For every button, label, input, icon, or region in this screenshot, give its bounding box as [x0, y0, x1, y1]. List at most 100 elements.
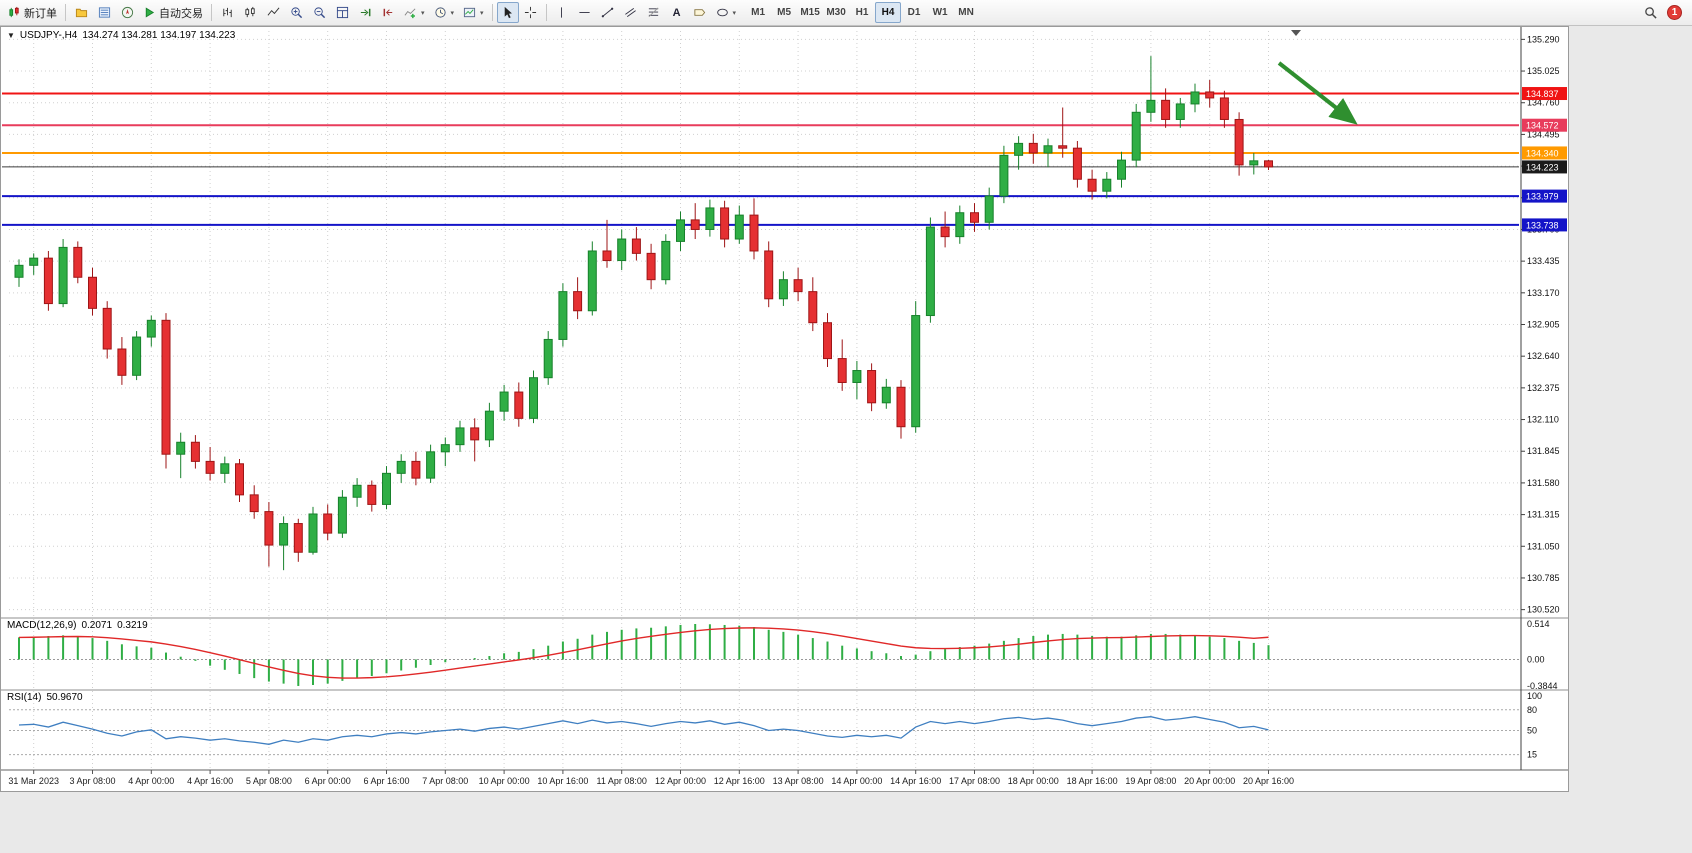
trendline-button[interactable]: [597, 2, 619, 23]
svg-text:131.050: 131.050: [1527, 541, 1560, 551]
trendline-icon: [601, 7, 614, 18]
notification-badge[interactable]: 1: [1667, 5, 1682, 20]
svg-text:130.785: 130.785: [1527, 573, 1560, 583]
ohlc-readout: 134.274 134.281 134.197 134.223: [82, 30, 236, 41]
timeframe-mn-button[interactable]: MN: [953, 2, 979, 23]
new-order-button[interactable]: 新订单: [4, 2, 61, 23]
chart-shift-button[interactable]: [377, 2, 399, 23]
zoom-in-button[interactable]: [285, 2, 307, 23]
horizontal-line-button[interactable]: [574, 2, 596, 23]
svg-text:132.375: 132.375: [1527, 383, 1560, 393]
periods-button[interactable]: ▾: [430, 2, 459, 23]
new-order-label: 新订单: [24, 7, 57, 20]
candlestick-chart-button[interactable]: [239, 2, 261, 23]
timeframe-m1-button[interactable]: M1: [745, 2, 771, 23]
svg-text:10 Apr 16:00: 10 Apr 16:00: [537, 776, 588, 786]
svg-text:19 Apr 08:00: 19 Apr 08:00: [1125, 776, 1176, 786]
svg-text:132.110: 132.110: [1527, 415, 1559, 425]
text-label-icon: [694, 9, 706, 16]
fibonacci-button[interactable]: [643, 2, 665, 23]
auto-scroll-button[interactable]: [354, 2, 376, 23]
candlestick-chart-icon: [244, 6, 255, 18]
svg-text:10 Apr 00:00: 10 Apr 00:00: [479, 776, 530, 786]
shapes-button[interactable]: ▾: [712, 2, 741, 23]
symbol-period-label: USDJPY-,H4: [19, 30, 78, 41]
rsi-value: 50.9670: [46, 692, 83, 703]
line-chart-button[interactable]: [262, 2, 284, 23]
svg-text:20 Apr 16:00: 20 Apr 16:00: [1243, 776, 1294, 786]
timeframe-m5-button[interactable]: M5: [771, 2, 797, 23]
indicators-icon: [404, 8, 416, 19]
svg-text:133.738: 133.738: [1526, 220, 1559, 230]
autotrading-label: 自动交易: [159, 7, 203, 20]
navigator-button[interactable]: [116, 2, 138, 23]
search-icon: [1644, 7, 1657, 19]
svg-text:7 Apr 08:00: 7 Apr 08:00: [422, 776, 468, 786]
rsi-header: RSI(14) 50.9670: [7, 692, 88, 703]
text-label-button[interactable]: [689, 2, 711, 23]
timeframe-h4-button[interactable]: H4: [875, 2, 902, 23]
chart-profiles-button[interactable]: [70, 2, 92, 23]
svg-text:18 Apr 16:00: 18 Apr 16:00: [1067, 776, 1118, 786]
shapes-ellipse-icon: [716, 8, 728, 17]
price-badge-133.738: [1522, 218, 1567, 232]
svg-text:20 Apr 00:00: 20 Apr 00:00: [1184, 776, 1235, 786]
timeframe-d1-button[interactable]: D1: [901, 2, 927, 23]
svg-text:0.00: 0.00: [1527, 654, 1545, 664]
crosshair-button[interactable]: [520, 2, 542, 23]
chart-shift-icon: [383, 8, 392, 17]
vertical-line-icon: [561, 7, 563, 18]
price-scale[interactable]: 135.290135.025134.760134.495134.230133.9…: [1520, 27, 1567, 770]
chart-window[interactable]: 135.290135.025134.760134.495134.230133.9…: [0, 26, 1569, 792]
text-tool-icon: A: [672, 6, 681, 19]
macd-label: MACD(12,26,9): [7, 620, 77, 631]
svg-text:80: 80: [1527, 705, 1537, 715]
templates-button[interactable]: ▾: [459, 2, 488, 23]
cursor-button[interactable]: [496, 2, 519, 23]
chart-background: [1, 27, 1568, 791]
tile-windows-button[interactable]: [331, 2, 353, 23]
fibonacci-icon: [648, 7, 659, 18]
dropdown-arrow-icon: ▾: [421, 9, 425, 17]
toolbar-separator: [65, 4, 66, 21]
zoom-out-button[interactable]: [308, 2, 330, 23]
search-button[interactable]: [1639, 2, 1661, 23]
equidistant-channel-button[interactable]: [620, 2, 642, 23]
svg-text:0.514: 0.514: [1527, 619, 1550, 629]
svg-text:15: 15: [1527, 750, 1537, 760]
timeframe-m15-button[interactable]: M15: [797, 2, 823, 23]
timeframe-m30-button[interactable]: M30: [823, 2, 849, 23]
price-badge-134.340: [1522, 146, 1567, 160]
horizontal-lines[interactable]: [2, 92, 1519, 226]
svg-text:130.520: 130.520: [1527, 605, 1560, 615]
autotrading-button[interactable]: 自动交易: [139, 2, 207, 23]
cursor-icon: [504, 6, 513, 19]
line-chart-icon: [267, 7, 279, 16]
svg-text:4 Apr 16:00: 4 Apr 16:00: [187, 776, 233, 786]
svg-text:6 Apr 00:00: 6 Apr 00:00: [305, 776, 351, 786]
chart-shift-marker[interactable]: [1291, 30, 1301, 36]
bar-chart-button[interactable]: [216, 2, 238, 23]
macd-main-value: 0.2071: [81, 620, 113, 631]
svg-text:50: 50: [1527, 726, 1537, 736]
timeframe-h1-button[interactable]: H1: [849, 2, 875, 23]
svg-text:133.170: 133.170: [1527, 288, 1560, 298]
chart-canvas[interactable]: 135.290135.025134.760134.495134.230133.9…: [1, 27, 1568, 791]
indicators-button[interactable]: ▾: [400, 2, 429, 23]
zoom-out-icon: [313, 7, 325, 19]
time-axis[interactable]: 31 Mar 2023 3 Apr 08:00 4 Apr 00:00 4 Apr 1…: [8, 770, 1294, 786]
vertical-line-button[interactable]: [551, 2, 573, 23]
autotrading-icon: [145, 7, 155, 18]
svg-text:132.640: 132.640: [1527, 351, 1560, 361]
collapse-triangle-icon: ▼: [7, 31, 15, 40]
candlestick-series[interactable]: [14, 56, 1273, 571]
market-watch-button[interactable]: [93, 2, 115, 23]
svg-text:3 Apr 08:00: 3 Apr 08:00: [69, 776, 115, 786]
arrow-annotation[interactable]: [1277, 61, 1358, 125]
text-tool-button[interactable]: A: [666, 2, 688, 23]
timeframe-w1-button[interactable]: W1: [927, 2, 953, 23]
svg-text:134.572: 134.572: [1526, 121, 1559, 131]
market-watch-icon: [98, 7, 110, 18]
svg-text:134.340: 134.340: [1526, 148, 1559, 158]
periods-clock-icon: [434, 7, 446, 18]
